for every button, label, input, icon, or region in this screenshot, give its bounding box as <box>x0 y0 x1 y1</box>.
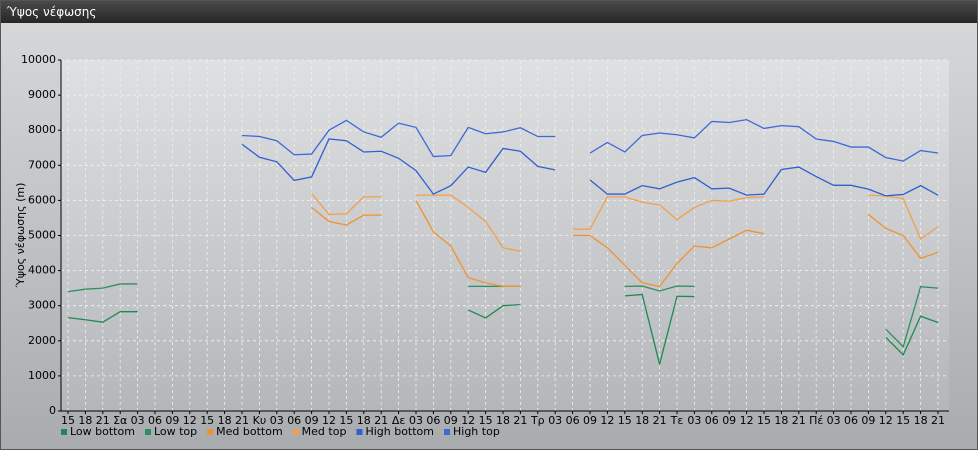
x-tick-label: 15 <box>896 414 910 427</box>
x-tick-label: 06 <box>705 414 719 427</box>
x-tick-label: 21 <box>374 414 388 427</box>
y-axis-label: Ύψος νέφωσης (m) <box>14 183 27 289</box>
y-tick-label: 8000 <box>28 123 56 136</box>
legend-label: High top <box>453 425 500 438</box>
x-tick-label: 03 <box>409 414 423 427</box>
series-line <box>67 293 939 365</box>
x-tick-label: 15 <box>757 414 771 427</box>
series-line <box>311 200 939 288</box>
x-tick-label: 15 <box>618 414 632 427</box>
series-line <box>241 138 939 197</box>
x-tick-label: 09 <box>861 414 875 427</box>
y-tick-label: 4000 <box>28 264 56 277</box>
x-tick-label: 18 <box>635 414 649 427</box>
series-line <box>241 118 939 162</box>
x-tick-label: 18 <box>774 414 788 427</box>
legend-label: Med top <box>302 425 347 438</box>
legend-label: Low top <box>154 425 197 438</box>
x-tick-label: 09 <box>722 414 736 427</box>
x-tick-label: 15 <box>200 414 214 427</box>
x-tick-label: 18 <box>357 414 371 427</box>
x-tick-label: 21 <box>931 414 945 427</box>
x-tick-label: 06 <box>566 414 580 427</box>
x-tick-label: 21 <box>96 414 110 427</box>
legend-swatch <box>356 429 363 435</box>
x-tick-label: Σα <box>113 414 127 427</box>
x-tick-label: 18 <box>78 414 92 427</box>
legend-label: High bottom <box>365 425 434 438</box>
y-tick-label: 10000 <box>21 53 56 66</box>
x-tick-label: 21 <box>235 414 249 427</box>
legend-swatch <box>292 429 299 435</box>
x-tick-label: 06 <box>148 414 162 427</box>
y-tick-label: 1000 <box>28 369 56 382</box>
y-tick-label: 0 <box>49 404 56 417</box>
x-tick-label: 15 <box>61 414 75 427</box>
x-tick-label: Τρ <box>530 414 545 427</box>
series-line <box>67 283 939 349</box>
window-title: Ύψος νέφωσης <box>1 1 977 23</box>
legend-label: Low bottom <box>70 425 135 438</box>
legend-swatch <box>61 429 67 435</box>
x-tick-label: 18 <box>496 414 510 427</box>
x-tick-label: 12 <box>183 414 197 427</box>
legend-swatch <box>444 429 450 435</box>
x-tick-label: 15 <box>479 414 493 427</box>
y-tick-label: 3000 <box>28 299 56 312</box>
x-tick-label: 09 <box>444 414 458 427</box>
x-tick-label: 09 <box>305 414 319 427</box>
x-tick-label: 12 <box>740 414 754 427</box>
y-tick-label: 5000 <box>28 229 56 242</box>
x-tick-label: 06 <box>287 414 301 427</box>
x-tick-label: 21 <box>653 414 667 427</box>
chart: Ύψος νέφωσης (m) 0 1000 2000 3000 4000 5000 60… <box>14 53 949 438</box>
legend-swatch <box>144 429 151 435</box>
x-tick-label: 18 <box>218 414 232 427</box>
x-tick-label: 06 <box>844 414 858 427</box>
y-tick-label: 2000 <box>28 334 56 347</box>
x-tick-label: 21 <box>792 414 806 427</box>
y-tick-label: 6000 <box>28 193 56 206</box>
x-tick-label: 03 <box>827 414 841 427</box>
x-tick-label: 15 <box>339 414 353 427</box>
x-tick-label: 18 <box>914 414 928 427</box>
legend-swatch <box>207 429 214 435</box>
x-tick-label: 12 <box>600 414 614 427</box>
x-tick-label: Κυ <box>253 414 267 427</box>
x-tick-label: 03 <box>548 414 562 427</box>
x-tick-label: 12 <box>322 414 336 427</box>
x-tick-label: 12 <box>461 414 475 427</box>
x-tick-label: Δε <box>392 414 406 427</box>
x-tick-label: 03 <box>687 414 701 427</box>
x-tick-label: 03 <box>131 414 145 427</box>
x-tick-label: Πέ <box>809 414 823 427</box>
x-tick-label: Τε <box>670 414 684 427</box>
y-tick-label: 7000 <box>28 158 56 171</box>
y-tick-label: 9000 <box>28 88 56 101</box>
x-tick-label: 12 <box>879 414 893 427</box>
x-tick-label: 09 <box>583 414 597 427</box>
x-tick-label: 21 <box>513 414 527 427</box>
x-tick-label: 09 <box>165 414 179 427</box>
x-tick-label: 06 <box>426 414 440 427</box>
series-line <box>311 192 939 252</box>
legend-label: Med bottom <box>216 425 283 438</box>
x-tick-label: 03 <box>270 414 284 427</box>
